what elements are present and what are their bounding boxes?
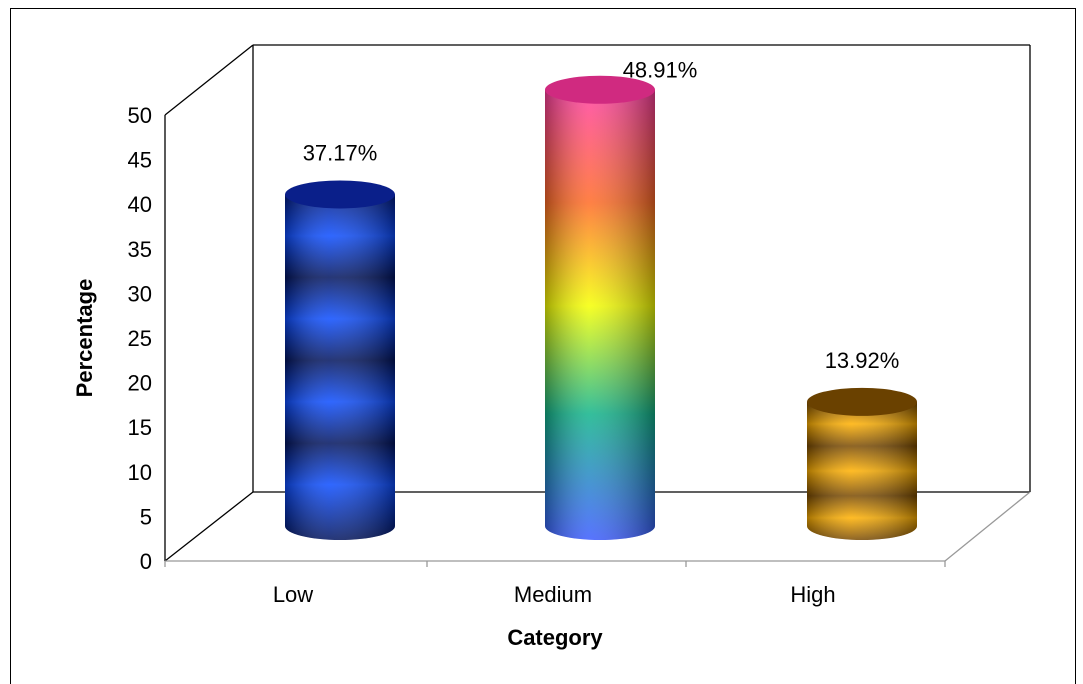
bar-medium — [545, 75, 655, 540]
y-tick-label: 50 — [128, 103, 152, 128]
floor-left-edge — [164, 491, 254, 562]
floor-right-edge — [944, 491, 1031, 562]
bar-shading — [807, 401, 917, 540]
chart-frame — [10, 8, 1076, 684]
y-axis-title: Percentage — [72, 279, 97, 398]
y-tick-label: 15 — [128, 415, 152, 440]
y-tick-label: 25 — [128, 326, 152, 351]
bar-top — [807, 387, 917, 416]
data-label: 13.92% — [825, 348, 900, 373]
y-tick-label: 10 — [128, 460, 152, 485]
x-tick-label: Low — [273, 582, 313, 607]
bar-top — [545, 75, 655, 104]
y-tick-label: 20 — [128, 371, 152, 396]
y-tick-label: 30 — [128, 281, 152, 306]
x-tick-label: High — [790, 582, 835, 607]
y-tick-label: 0 — [140, 549, 152, 574]
y-tick-label: 45 — [128, 148, 152, 173]
bar-top — [285, 180, 395, 209]
back-left-top-edge — [164, 44, 254, 116]
data-label: 48.91% — [623, 58, 698, 83]
bar-shading — [545, 89, 655, 540]
bar-high — [807, 387, 917, 540]
bar-shading — [285, 194, 395, 540]
y-tick-label: 35 — [128, 237, 152, 262]
data-labels: 37.17% 48.91% 13.92% — [303, 58, 900, 373]
x-axis-tick-labels: Low Medium High — [273, 582, 836, 607]
x-axis-title: Category — [507, 625, 603, 650]
x-tick-label: Medium — [514, 582, 592, 607]
y-tick-label: 40 — [128, 192, 152, 217]
y-axis-ticks: 0 5 10 15 20 25 30 35 40 45 50 — [128, 103, 152, 574]
y-tick-label: 5 — [140, 504, 152, 529]
data-label: 37.17% — [303, 140, 378, 165]
bar-low — [285, 180, 395, 540]
bars — [285, 75, 917, 540]
